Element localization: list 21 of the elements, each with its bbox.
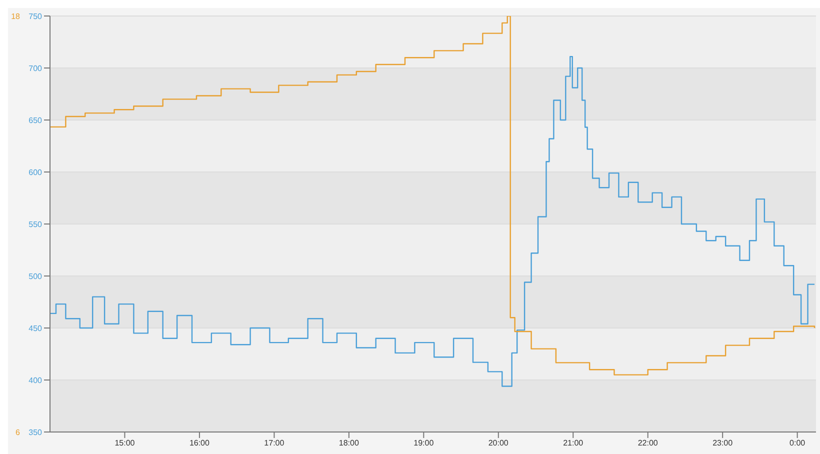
x-tick-label: 19:00 <box>414 438 434 448</box>
y-tick-label: 700 <box>28 64 43 73</box>
y-tick-label: 550 <box>28 220 43 229</box>
x-tick-label: 18:00 <box>338 438 360 448</box>
y-tick-label: 600 <box>28 168 43 177</box>
y-tick-label: 650 <box>28 116 43 125</box>
x-tick-label: 20:00 <box>488 438 509 448</box>
y-tick-label: 450 <box>28 324 43 333</box>
x-tick-label: 16:00 <box>189 438 210 448</box>
x-tick-label: 0:00 <box>790 438 806 448</box>
y2-tick-label: 18 <box>11 12 21 21</box>
y-tick-label: 400 <box>28 376 43 385</box>
y-tick-label: 350 <box>28 428 43 437</box>
y-tick-label: 500 <box>28 272 43 281</box>
x-tick-label: 15:00 <box>114 438 136 448</box>
x-tick-label: 17:00 <box>264 438 285 448</box>
y2-tick-label: 6 <box>16 428 21 437</box>
y-tick-label: 750 <box>28 12 43 21</box>
x-tick-label: 23:00 <box>712 438 734 448</box>
x-tick-label: 22:00 <box>638 438 658 448</box>
x-tick-label: 21:00 <box>563 438 584 448</box>
